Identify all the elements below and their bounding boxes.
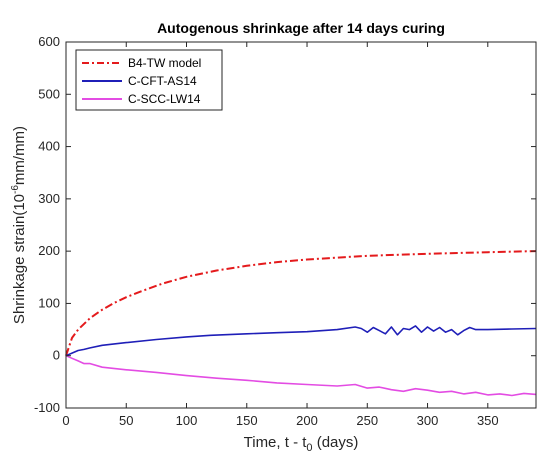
legend-label-b4-tw: B4-TW model xyxy=(128,56,201,70)
x-tick-label: 150 xyxy=(236,413,258,428)
series-line-b4-tw-model xyxy=(65,250,537,357)
x-axis-title-main: Time, t - t xyxy=(244,434,308,451)
legend-label-c-cft-as14: C-CFT-AS14 xyxy=(128,74,197,88)
x-axis-title-tail: (days) xyxy=(313,434,359,451)
y-axis-title-superscript: -6 xyxy=(10,185,21,194)
y-tick-label: 400 xyxy=(38,139,60,154)
plot-frame xyxy=(65,41,537,409)
y-tick-label: 600 xyxy=(38,34,60,49)
x-tick-label: 300 xyxy=(417,413,439,428)
x-axis-title-subscript: 0 xyxy=(306,442,312,454)
x-tick-label: 100 xyxy=(176,413,198,428)
series-line-c-scc-lw14 xyxy=(65,354,537,397)
series-layer xyxy=(65,250,537,397)
x-tick-label: 0 xyxy=(62,413,69,428)
y-tick-label: 300 xyxy=(38,191,60,206)
x-tick-label: 50 xyxy=(119,413,133,428)
tick-layer: 0 50 100 150 200 250 300 350-100010020030040050… xyxy=(34,34,536,428)
x-tick-label: 200 xyxy=(296,413,318,428)
y-tick-label: 100 xyxy=(38,295,60,310)
y-tick-label: -100 xyxy=(34,400,60,415)
x-tick-label: 350 xyxy=(477,413,499,428)
y-axis-title-tail: mm/mm) xyxy=(11,126,28,185)
y-tick-label: 200 xyxy=(38,243,60,258)
x-axis-title: Time, t - t0 (days) xyxy=(244,434,359,454)
y-tick-label: 500 xyxy=(38,86,60,101)
y-tick-label: 0 xyxy=(53,348,60,363)
y-axis-title: Shrinkage strain(10-6mm/mm) xyxy=(10,126,28,324)
legend-label-c-scc-lw14: C-SCC-LW14 xyxy=(128,92,201,106)
y-axis-title-main: Shrinkage strain(10 xyxy=(11,194,28,324)
chart-title: Autogenous shrinkage after 14 days curin… xyxy=(157,20,445,36)
legend: B4-TW model C-CFT-AS14 C-SCC-LW14 xyxy=(75,49,223,111)
x-tick-label: 250 xyxy=(356,413,378,428)
series-line-c-cft-as14 xyxy=(65,325,537,357)
